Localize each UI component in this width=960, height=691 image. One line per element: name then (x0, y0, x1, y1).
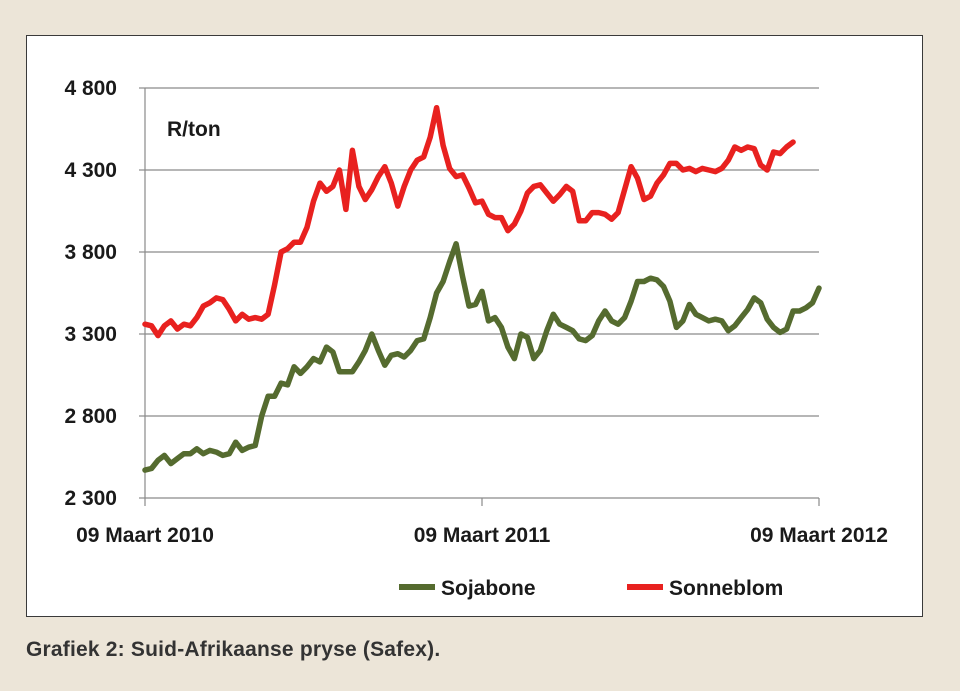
price-line-chart: R/ton 2 300 2 800 3 300 3 800 4 300 4 800 09 … (64, 77, 888, 600)
x-tick-label: 09 Maart 2011 (414, 524, 551, 547)
y-tick-label: 3 800 (64, 241, 117, 264)
y-tick-label: 4 800 (64, 77, 117, 100)
legend-label-sojabone: Sojabone (441, 577, 536, 600)
chart-frame: R/ton 2 300 2 800 3 300 3 800 4 300 4 800 09 … (26, 35, 923, 617)
gridlines (145, 87, 819, 417)
legend-label-sonneblom: Sonneblom (669, 577, 783, 600)
y-tick-labels: 2 300 2 800 3 300 3 800 4 300 4 800 (64, 77, 117, 510)
axes (139, 87, 820, 506)
y-tick-label: 4 300 (64, 159, 117, 182)
series-lines (142, 104, 822, 473)
y-tick-label: 2 300 (64, 487, 117, 510)
series-line-sonneblom (142, 104, 796, 339)
x-tick-labels: 09 Maart 2010 09 Maart 2011 09 Maart 2012 (76, 524, 888, 547)
legend: Sojabone Sonneblom (399, 577, 783, 600)
figure-caption: Grafiek 2: Suid-Afrikaanse pryse (Safex)… (26, 638, 441, 661)
y-tick-label: 2 800 (64, 405, 117, 428)
x-tick-label: 09 Maart 2010 (76, 524, 214, 547)
y-tick-label: 3 300 (64, 323, 117, 346)
series-line-sojabone (142, 241, 822, 473)
x-tick-label: 09 Maart 2012 (750, 524, 888, 547)
y-unit-label: R/ton (167, 118, 221, 141)
